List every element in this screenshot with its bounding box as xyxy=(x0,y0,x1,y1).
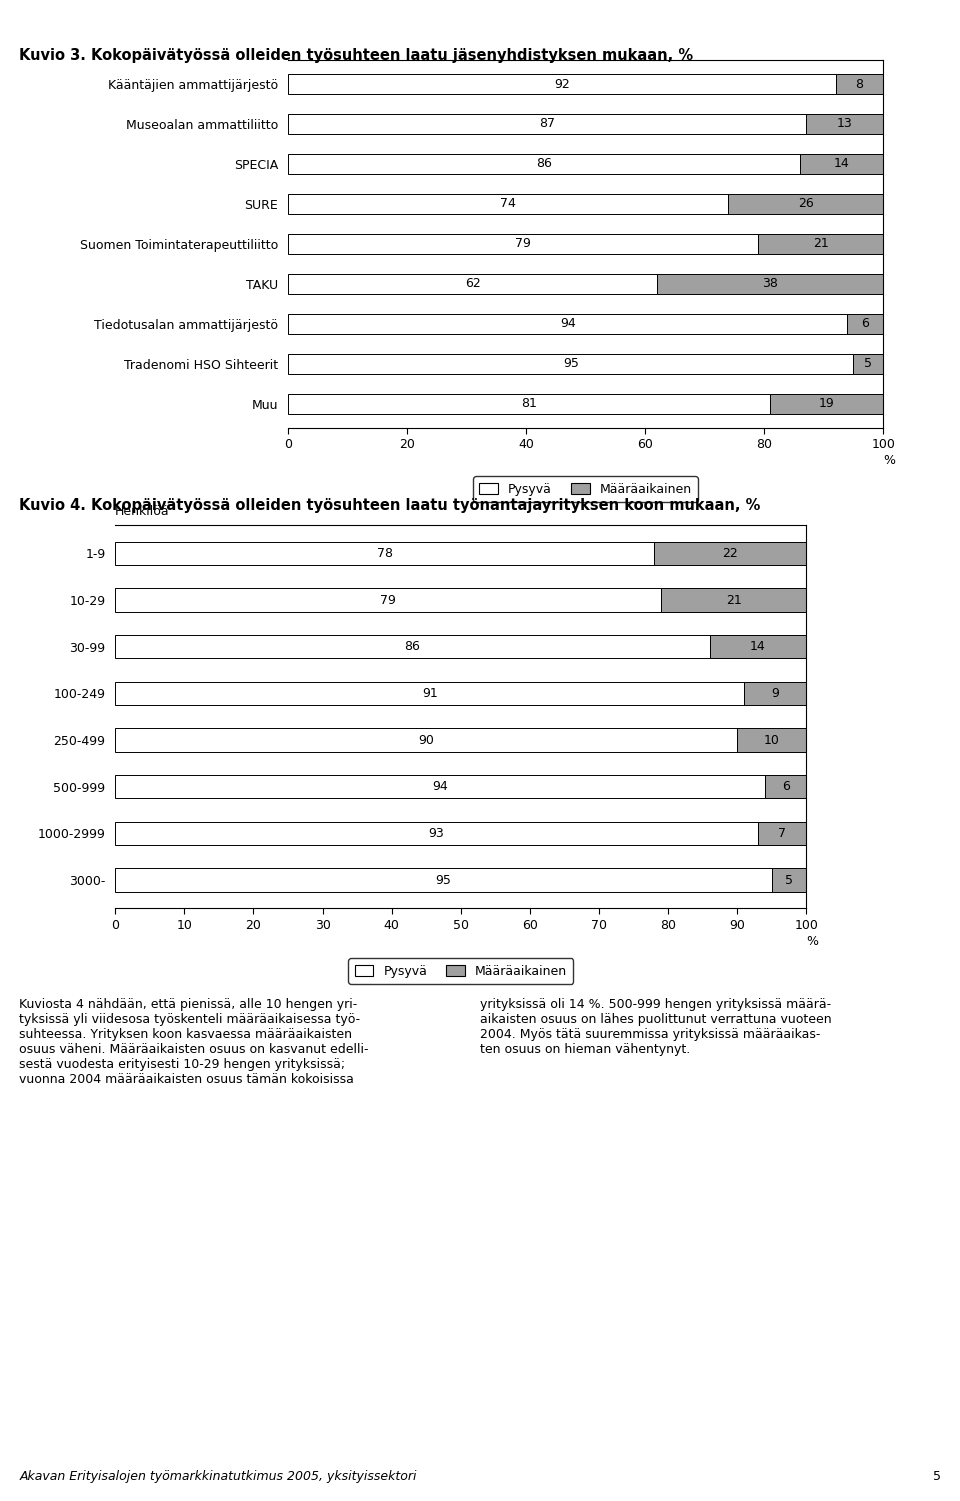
Text: yrityksissä oli 14 %. 500-999 hengen yrityksissä määrä-
aikaisten osuus on lähes: yrityksissä oli 14 %. 500-999 hengen yri… xyxy=(480,998,831,1057)
Bar xyxy=(729,194,883,215)
Text: 86: 86 xyxy=(404,641,420,653)
Text: Kuviosta 4 nähdään, että pienissä, alle 10 hengen yri-
tyksissä yli viidesosa ty: Kuviosta 4 nähdään, että pienissä, alle … xyxy=(19,998,369,1087)
Text: 38: 38 xyxy=(762,278,778,290)
Bar xyxy=(115,542,655,564)
Bar xyxy=(800,155,883,174)
Bar xyxy=(758,234,883,254)
Text: 6: 6 xyxy=(861,317,870,330)
Text: 62: 62 xyxy=(465,278,480,290)
Bar xyxy=(737,728,806,752)
Bar xyxy=(288,155,800,174)
Text: 81: 81 xyxy=(521,398,537,410)
Bar xyxy=(115,681,744,705)
Text: Henkilöä: Henkilöä xyxy=(115,504,170,518)
Text: 94: 94 xyxy=(432,781,448,793)
Text: 7: 7 xyxy=(779,827,786,841)
Bar xyxy=(835,74,883,95)
Legend: Pysyvä, Määräaikainen: Pysyvä, Määräaikainen xyxy=(473,476,698,501)
Text: 13: 13 xyxy=(836,117,852,131)
Bar xyxy=(288,354,853,374)
Bar xyxy=(288,314,848,333)
Text: 93: 93 xyxy=(429,827,444,841)
Text: 74: 74 xyxy=(500,198,516,210)
Text: 14: 14 xyxy=(750,641,766,653)
Bar xyxy=(765,775,806,799)
Bar xyxy=(288,273,657,294)
Bar xyxy=(288,393,770,414)
Bar xyxy=(115,635,709,659)
Text: Kuvio 3. Kokopäivätyössä olleiden työsuhteen laatu jäsenyhdistyksen mukaan, %: Kuvio 3. Kokopäivätyössä olleiden työsuh… xyxy=(19,48,693,63)
Text: 95: 95 xyxy=(563,357,579,371)
Bar xyxy=(115,728,737,752)
Bar xyxy=(115,821,758,845)
Text: %: % xyxy=(806,935,818,949)
Text: 21: 21 xyxy=(813,237,828,251)
Bar xyxy=(657,273,883,294)
Bar xyxy=(115,775,765,799)
Text: %: % xyxy=(883,453,895,467)
Text: 9: 9 xyxy=(771,687,780,699)
Bar xyxy=(288,114,805,134)
Bar xyxy=(115,588,661,612)
Text: 94: 94 xyxy=(560,317,576,330)
Bar xyxy=(744,681,806,705)
Bar xyxy=(770,393,883,414)
Text: 86: 86 xyxy=(536,158,552,171)
Text: 90: 90 xyxy=(419,734,434,746)
Text: 26: 26 xyxy=(798,198,814,210)
Text: 6: 6 xyxy=(781,781,790,793)
Bar xyxy=(288,194,729,215)
Text: 95: 95 xyxy=(436,874,451,887)
Bar xyxy=(805,114,883,134)
Text: 79: 79 xyxy=(380,593,396,606)
Text: 21: 21 xyxy=(726,593,742,606)
Bar xyxy=(115,869,772,892)
Text: 5: 5 xyxy=(864,357,873,371)
Bar xyxy=(853,354,883,374)
Text: 19: 19 xyxy=(819,398,834,410)
Text: 79: 79 xyxy=(516,237,531,251)
Text: Kuvio 4. Kokopäivätyössä olleiden työsuhteen laatu työnantajayrityksen koon muka: Kuvio 4. Kokopäivätyössä olleiden työsuh… xyxy=(19,498,760,513)
Text: 92: 92 xyxy=(554,78,569,90)
Text: 22: 22 xyxy=(723,546,738,560)
Text: 14: 14 xyxy=(833,158,850,171)
Legend: Pysyvä, Määräaikainen: Pysyvä, Määräaikainen xyxy=(348,958,573,983)
Text: 5: 5 xyxy=(933,1469,941,1483)
Text: 87: 87 xyxy=(539,117,555,131)
Bar xyxy=(758,821,806,845)
Bar xyxy=(288,234,758,254)
Bar xyxy=(661,588,806,612)
Text: 78: 78 xyxy=(376,546,393,560)
Text: 5: 5 xyxy=(785,874,793,887)
Bar xyxy=(655,542,806,564)
Text: 10: 10 xyxy=(764,734,780,746)
Bar xyxy=(848,314,883,333)
Bar xyxy=(772,869,806,892)
Bar xyxy=(288,74,835,95)
Text: 91: 91 xyxy=(421,687,438,699)
Text: Akavan Erityisalojen työmarkkinatutkimus 2005, yksityissektori: Akavan Erityisalojen työmarkkinatutkimus… xyxy=(19,1469,417,1483)
Text: 8: 8 xyxy=(855,78,863,90)
Bar xyxy=(709,635,806,659)
